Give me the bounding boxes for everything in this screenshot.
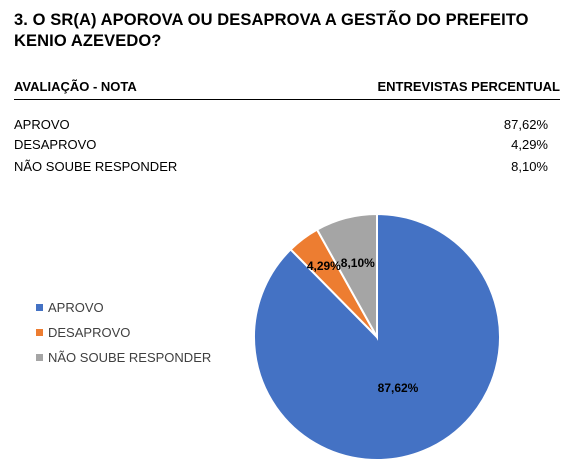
header-percentage: ENTREVISTAS PERCENTUAL (377, 79, 561, 94)
row-value: 87,62% (503, 117, 548, 132)
table-row: APROVO 87,62% (14, 117, 548, 137)
table-header: AVALIAÇÃO - NOTA ENTREVISTAS PERCENTUAL (14, 75, 560, 100)
pie-label-desaprovo: 4,29% (307, 259, 341, 273)
legend-label-nao-soube: NÃO SOUBE RESPONDER (48, 350, 212, 365)
question-title: 3. O SR(A) APOROVA OU DESAPROVA A GESTÃO… (14, 11, 529, 50)
row-value: 4,29% (511, 137, 548, 152)
legend-label-desaprovo: DESAPROVO (48, 325, 131, 340)
legend-label-aprovo: APROVO (48, 300, 104, 315)
chart-legend: APROVO DESAPROVO NÃO SOUBE RESPONDER (36, 300, 211, 375)
legend-swatch-nao-soube (36, 354, 43, 361)
header-evaluation: AVALIAÇÃO - NOTA (14, 79, 137, 94)
pie-chart-area: APROVO DESAPROVO NÃO SOUBE RESPONDER 87,… (14, 196, 556, 468)
pie-chart: 87,62% 4,29% 8,10% (253, 212, 501, 461)
pie-slice-nao-soube (315, 212, 378, 341)
row-label: DESAPROVO (14, 137, 97, 152)
row-value: 8,10% (511, 159, 548, 174)
pie-label-nao-soube: 8,10% (341, 256, 375, 270)
table-row: NÃO SOUBE RESPONDER 8,10% (14, 159, 548, 179)
legend-item-nao-soube: NÃO SOUBE RESPONDER (36, 350, 211, 375)
row-label: APROVO (14, 117, 70, 132)
legend-item-desaprovo: DESAPROVO (36, 325, 211, 350)
legend-swatch-aprovo (36, 304, 43, 311)
table-row: DESAPROVO 4,29% (14, 137, 548, 157)
pie-label-aprovo: 87,62% (378, 381, 419, 395)
row-label: NÃO SOUBE RESPONDER (14, 159, 178, 174)
legend-item-aprovo: APROVO (36, 300, 211, 325)
legend-swatch-desaprovo (36, 329, 43, 336)
